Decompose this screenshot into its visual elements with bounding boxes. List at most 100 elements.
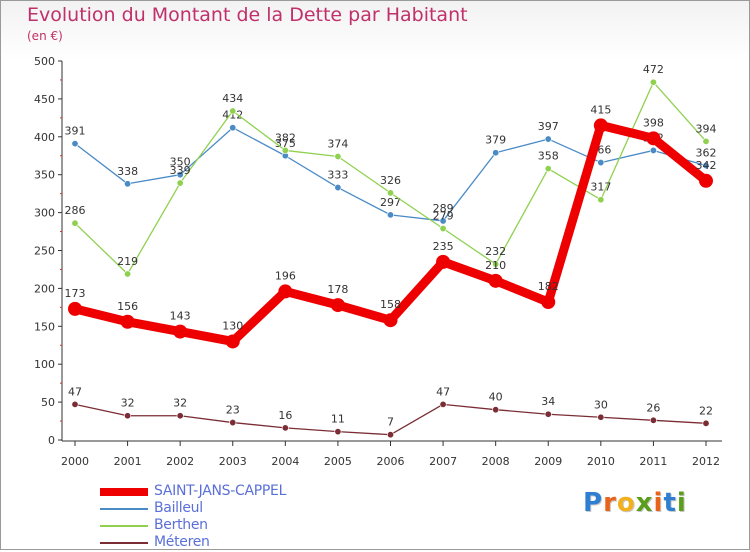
data-point-meteren [649,416,657,424]
data-point-bailleul [702,162,710,170]
x-tick-label: 2010 [587,455,615,468]
data-label-berthen: 358 [538,150,559,163]
data-label-meteren: 16 [278,409,292,422]
data-label-meteren: 40 [489,391,503,404]
data-label-meteren: 47 [68,385,82,398]
legend-swatch [100,508,148,510]
data-label-berthen: 434 [222,92,243,105]
data-label-bailleul: 350 [170,156,191,169]
logo-letter: P [583,488,604,518]
data-point-saint-jans-cappel [436,254,451,269]
data-point-berthen [71,219,79,227]
data-label-saint-jans-cappel: 158 [380,298,401,311]
x-tick-label: 2000 [61,455,89,468]
y-tick-label: 150 [34,320,55,333]
data-label-bailleul: 297 [380,196,401,209]
data-label-meteren: 11 [331,413,345,426]
data-label-berthen: 382 [275,131,296,144]
legend-label: Méteren [154,534,210,550]
data-point-bailleul [492,149,500,157]
data-label-berthen: 339 [170,164,191,177]
data-point-meteren [439,400,447,408]
logo-letter: t [663,488,677,518]
data-point-saint-jans-cappel [225,334,240,349]
data-label-meteren: 23 [226,404,240,417]
data-label-saint-jans-cappel: 415 [590,103,611,116]
data-label-berthen: 374 [327,138,348,151]
data-label-bailleul: 379 [485,134,506,147]
data-point-meteren [229,419,237,427]
data-label-bailleul: 289 [433,202,454,215]
y-tick-label: 100 [34,358,55,371]
data-label-meteren: 34 [541,395,555,408]
data-point-berthen [649,78,657,86]
data-label-berthen: 394 [696,122,717,135]
logo-letter: o [616,488,636,518]
data-label-bailleul: 397 [538,120,559,133]
data-point-meteren [544,410,552,418]
data-label-berthen: 232 [485,245,506,258]
data-point-meteren [176,412,184,420]
data-point-meteren [71,400,79,408]
legend-swatch [100,488,148,496]
logo-letter: i [653,488,664,518]
data-label-berthen: 472 [643,63,664,76]
data-point-berthen [597,196,605,204]
data-label-meteren: 47 [436,385,450,398]
data-point-saint-jans-cappel [646,131,661,146]
data-label-bailleul: 362 [696,147,717,160]
data-label-saint-jans-cappel: 143 [170,310,191,323]
data-point-berthen [281,146,289,154]
y-tick-label: 250 [34,245,55,258]
data-point-bailleul [597,159,605,167]
data-point-bailleul [334,184,342,192]
data-label-saint-jans-cappel: 342 [696,159,717,172]
data-label-saint-jans-cappel: 235 [433,240,454,253]
data-point-saint-jans-cappel [173,324,188,339]
data-label-berthen: 317 [590,181,611,194]
x-tick-label: 2009 [534,455,562,468]
data-label-berthen: 219 [117,255,138,268]
data-point-saint-jans-cappel [488,273,503,288]
x-tick-label: 2011 [639,455,667,468]
data-point-meteren [386,431,394,439]
data-point-bailleul [649,146,657,154]
data-point-saint-jans-cappel [330,298,345,313]
data-point-berthen [386,189,394,197]
x-tick-label: 2004 [271,455,299,468]
data-label-saint-jans-cappel: 182 [538,280,559,293]
data-label-bailleul: 391 [65,125,86,138]
x-tick-label: 2003 [219,455,247,468]
data-point-bailleul [386,211,394,219]
legend-swatch [100,542,148,544]
data-point-saint-jans-cappel [593,118,608,133]
y-tick-label: 0 [48,434,55,447]
data-point-berthen [544,165,552,173]
data-point-meteren [334,428,342,436]
data-point-meteren [281,424,289,432]
logo-letter: i [676,488,687,518]
y-tick-label: 50 [41,396,55,409]
x-tick-label: 2012 [692,455,720,468]
data-point-bailleul [71,140,79,148]
data-label-berthen: 286 [65,204,86,217]
data-point-berthen [176,179,184,187]
data-point-berthen [439,225,447,233]
data-label-meteren: 26 [646,401,660,414]
data-label-saint-jans-cappel: 173 [65,287,86,300]
data-label-berthen: 279 [433,210,454,223]
line-chart: 0 50 100 150 200 250 300 350 400 450 500 2000 2001 20… [34,55,722,468]
x-tick-label: 2005 [324,455,352,468]
data-point-saint-jans-cappel [383,313,398,328]
logo-letter: x [635,488,654,518]
y-tick-label: 200 [34,282,55,295]
data-point-bailleul [544,135,552,143]
x-tick-label: 2007 [429,455,457,468]
proxiti-logo: Proxiti [583,488,687,518]
data-point-saint-jans-cappel [699,173,713,188]
legend-label: Bailleul [154,500,203,516]
x-tick-label: 2008 [482,455,510,468]
x-tick-label: 2001 [114,455,142,468]
data-label-saint-jans-cappel: 398 [643,116,664,129]
data-label-saint-jans-cappel: 156 [117,300,138,313]
